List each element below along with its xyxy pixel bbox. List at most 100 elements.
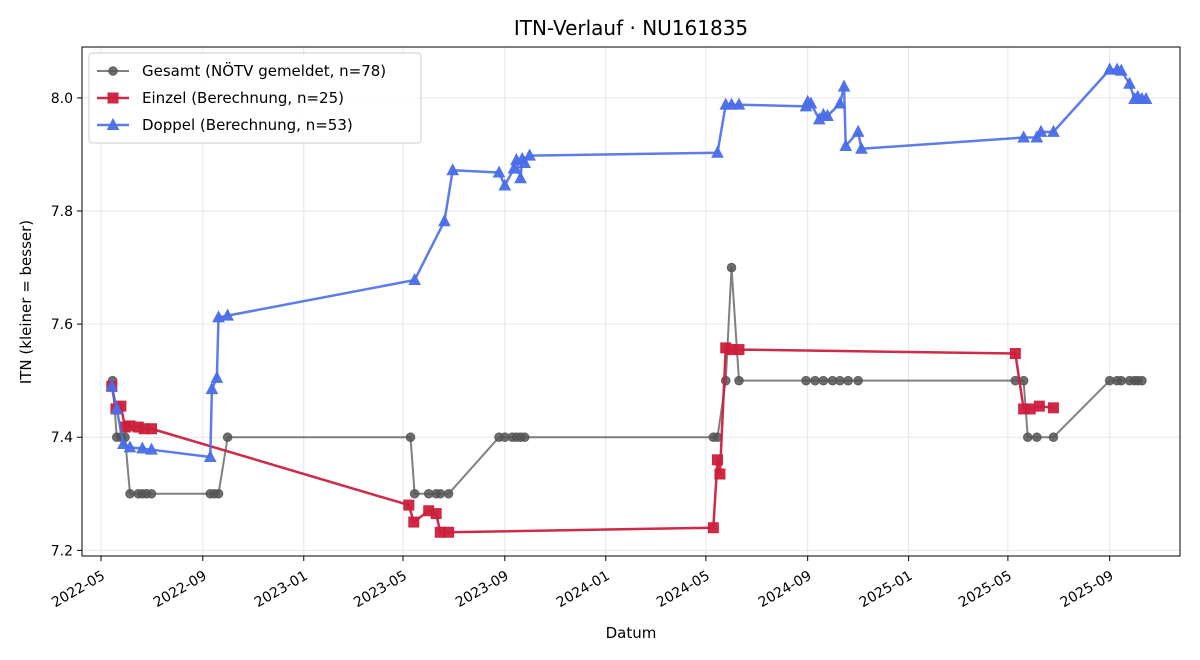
chart-title: ITN-Verlauf · NU161835 (514, 16, 748, 40)
data-point (408, 516, 420, 528)
data-point (711, 454, 723, 466)
data-point (720, 375, 731, 386)
data-point (518, 155, 532, 168)
x-tick-label: 2025-09 (1058, 568, 1117, 611)
data-point (1123, 76, 1136, 89)
data-point (222, 432, 233, 443)
y-tick-label: 7.6 (51, 317, 73, 333)
data-point (1116, 375, 1127, 386)
data-point (734, 375, 744, 386)
data-point (810, 375, 820, 386)
data-point (430, 508, 442, 520)
data-point (1047, 124, 1060, 137)
data-point (1137, 375, 1147, 386)
legend-swatch-marker (107, 92, 119, 104)
legend-label: Einzel (Berechnung, n=25) (142, 89, 344, 107)
data-point (409, 488, 420, 499)
data-point (519, 432, 530, 443)
data-point (213, 488, 224, 499)
data-point (1024, 403, 1036, 415)
data-point (443, 488, 454, 499)
y-tick-label: 8.0 (51, 91, 73, 107)
data-point (1103, 62, 1116, 75)
data-point (438, 214, 451, 227)
data-point (732, 97, 746, 110)
data-point (507, 161, 521, 174)
data-point (117, 436, 130, 450)
series-triangle (105, 62, 1153, 463)
series-layer (105, 62, 1153, 538)
data-point (821, 108, 834, 121)
data-point (405, 432, 416, 443)
data-point (408, 272, 421, 286)
legend-item: Einzel (Berechnung, n=25) (97, 89, 344, 107)
series-circle (107, 262, 1147, 499)
x-tick-label: 2023-05 (351, 568, 410, 611)
data-point (403, 499, 415, 511)
y-tick-label: 7.8 (51, 204, 73, 220)
y-tick-label: 7.2 (51, 543, 73, 559)
legend-swatch-marker (106, 117, 120, 130)
data-point (105, 379, 119, 392)
data-point (714, 468, 726, 480)
data-point (203, 449, 217, 463)
data-point (707, 522, 719, 534)
data-point (146, 423, 158, 435)
data-point (1048, 432, 1059, 443)
data-point (804, 96, 818, 109)
series-line (111, 266, 1142, 495)
data-point (446, 163, 460, 176)
series-line (110, 346, 1054, 534)
x-tick-label: 2023-09 (453, 568, 512, 611)
data-point (839, 138, 853, 151)
legend-label: Doppel (Berechnung, n=53) (142, 116, 353, 134)
data-point (221, 308, 234, 321)
data-point (837, 79, 851, 92)
data-point (725, 97, 738, 110)
data-point (498, 178, 512, 191)
x-axis: 2022-05 2022-09 2023-01 2023-05 2023-09 2024-… (49, 556, 1116, 611)
data-point (145, 442, 158, 455)
x-tick-label: 2022-09 (151, 568, 210, 611)
data-point (492, 165, 506, 178)
x-axis-label: Datum (606, 624, 657, 642)
data-point (514, 171, 527, 184)
data-point (523, 148, 536, 161)
data-point (1047, 402, 1059, 414)
data-point (1017, 130, 1030, 143)
legend-swatch-marker (108, 66, 118, 76)
x-tick-label: 2023-01 (252, 568, 311, 611)
plot-frame (81, 46, 1181, 557)
x-tick-label: 2025-05 (956, 568, 1015, 611)
data-point (801, 375, 811, 386)
data-point (146, 488, 157, 499)
data-point (726, 262, 737, 273)
data-point (125, 488, 135, 499)
legend: Gesamt (NÖTV gemeldet, n=78) Einzel (Bere… (88, 52, 422, 144)
data-point (711, 145, 724, 158)
data-point (1009, 348, 1021, 360)
data-point (212, 310, 225, 323)
data-point (136, 441, 149, 454)
x-tick-label: 2024-05 (654, 568, 713, 611)
data-point (855, 141, 868, 154)
data-point (1034, 124, 1048, 137)
data-point (435, 488, 446, 499)
data-point (1114, 63, 1128, 76)
data-point (1033, 400, 1045, 412)
data-point (1032, 432, 1042, 443)
legend-item: Doppel (Berechnung, n=53) (97, 116, 353, 134)
y-axis-label: ITN (kleiner = besser) (17, 220, 35, 384)
data-point (210, 370, 224, 383)
data-point (443, 526, 455, 538)
data-point (205, 382, 219, 395)
data-point (110, 401, 124, 414)
data-point (833, 96, 847, 109)
y-axis: 7.2 7.4 7.6 7.8 8.0 (51, 91, 82, 559)
data-point (835, 375, 845, 386)
legend-label: Gesamt (NÖTV gemeldet, n=78) (142, 61, 386, 80)
data-point (1022, 432, 1033, 443)
data-point (733, 344, 745, 356)
data-point (818, 375, 829, 386)
